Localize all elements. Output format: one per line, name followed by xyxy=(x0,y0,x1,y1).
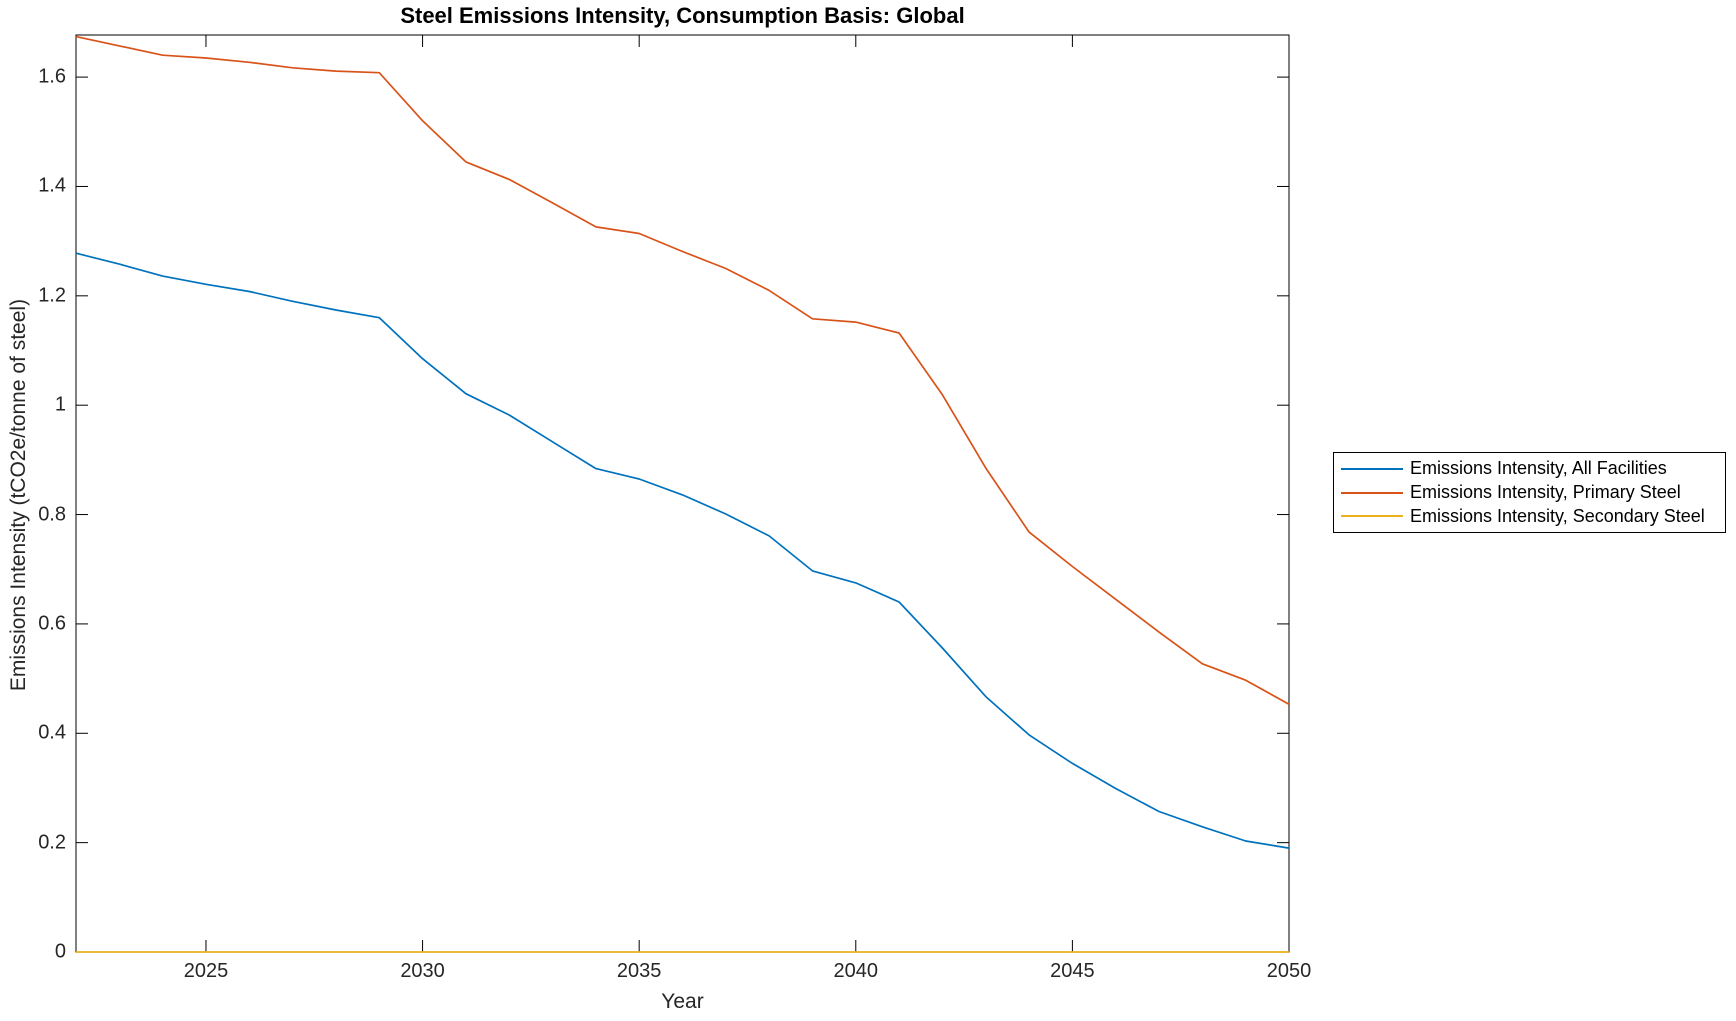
y-tick-label: 0 xyxy=(54,940,66,963)
y-tick-label: 1.2 xyxy=(38,284,66,307)
y-tick-label: 0.2 xyxy=(38,831,66,854)
chart-title: Steel Emissions Intensity, Consumption B… xyxy=(400,3,965,28)
legend-entry: Emissions Intensity, All Facilities xyxy=(1334,457,1725,481)
y-tick-label: 1.6 xyxy=(38,65,66,88)
axes-box xyxy=(75,34,1290,953)
series-line-2 xyxy=(75,35,1290,706)
x-tick-label: 2040 xyxy=(833,960,879,982)
legend: Emissions Intensity, All Facilities Emiss… xyxy=(1333,452,1726,533)
series-line-1 xyxy=(75,252,1290,849)
x-tick-label: 2025 xyxy=(183,960,229,982)
x-tick-label: 2050 xyxy=(1266,960,1312,982)
legend-line-swatch xyxy=(1341,515,1403,518)
legend-label: Emissions Intensity, All Facilities xyxy=(1410,458,1667,479)
x-axis-label: Year xyxy=(661,990,704,1013)
y-axis-label: Emissions Intensity (tCO2e/tonne of stee… xyxy=(7,298,30,692)
legend-label: Emissions Intensity, Secondary Steel xyxy=(1410,505,1705,526)
y-tick-label: 0.4 xyxy=(38,721,66,744)
x-tick-label: 2035 xyxy=(616,960,662,982)
y-tick-label: 1 xyxy=(54,393,66,416)
legend-line-swatch xyxy=(1341,467,1403,470)
y-tick-label: 0.8 xyxy=(38,503,66,526)
y-tick-label: 0.6 xyxy=(38,612,66,635)
legend-line-swatch xyxy=(1341,491,1403,494)
x-tick-label: 2030 xyxy=(400,960,445,982)
legend-label: Emissions Intensity, Primary Steel xyxy=(1410,482,1681,502)
x-tick-label: 2045 xyxy=(1050,960,1095,982)
legend-entry: Emissions Intensity, Secondary Steel xyxy=(1334,504,1725,528)
y-tick-label: 1.4 xyxy=(38,174,66,197)
legend-entry: Emissions Intensity, Primary Steel xyxy=(1334,481,1725,505)
